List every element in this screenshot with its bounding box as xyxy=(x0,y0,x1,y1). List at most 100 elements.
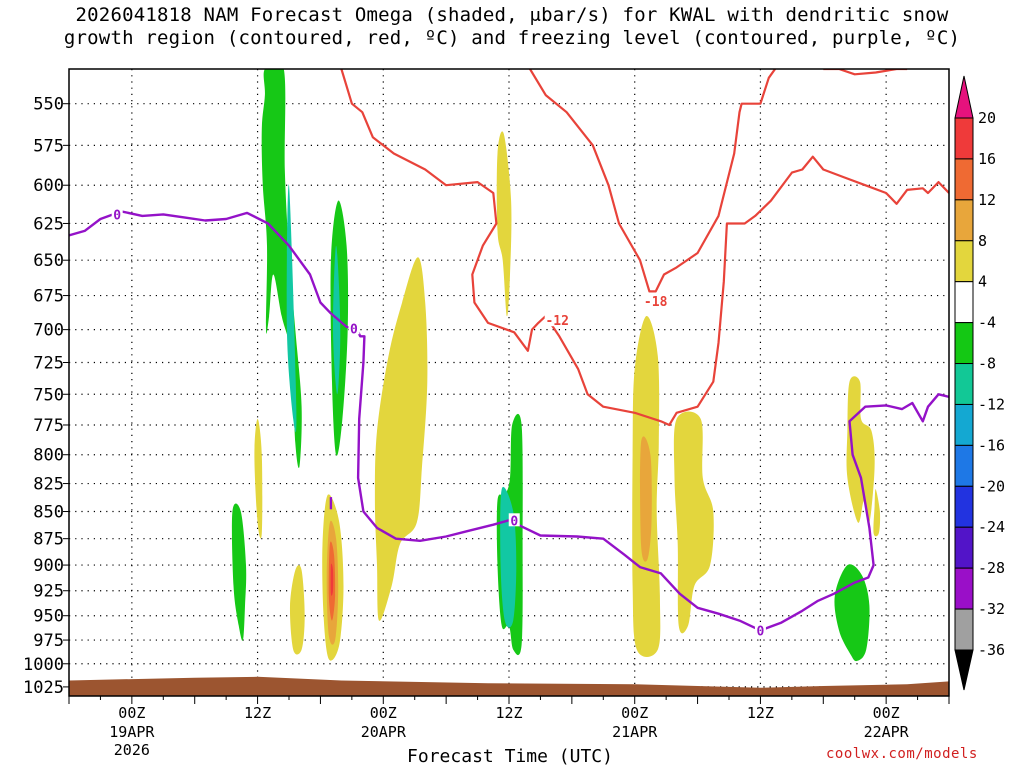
y-tick-label-575: 575 xyxy=(33,136,64,156)
title-line-1: 2026041818 NAM Forecast Omega (shaded, μ… xyxy=(75,4,949,26)
x-tick-label-78: 00Z xyxy=(873,704,900,722)
x-tick-label-30: 00Z xyxy=(370,704,397,722)
y-tick-label-750: 750 xyxy=(33,385,64,405)
y-tick-label-1000: 1000 xyxy=(23,655,64,675)
x-tick-label-18: 12Z xyxy=(244,704,271,722)
y-tick-label-850: 850 xyxy=(33,503,64,523)
y-tick-label-925: 925 xyxy=(33,582,64,602)
x-date-label-30: 20APR xyxy=(361,723,407,741)
contour-labels: -12 -18 0 0 0 0 xyxy=(111,207,766,639)
y-tick-label-950: 950 xyxy=(33,607,64,627)
colorbar-bin-9 xyxy=(954,485,974,528)
colorbar-bin-2 xyxy=(954,199,974,242)
omega-region-0 xyxy=(261,69,302,468)
colorbar-label-4: 4 xyxy=(978,273,987,291)
dgz-label-1-bg xyxy=(643,294,669,308)
colorbar-label-0: 20 xyxy=(978,109,996,127)
omega-region-11 xyxy=(846,376,875,524)
colorbar-bin-5 xyxy=(954,322,974,365)
freezing-label-2: 0 xyxy=(510,514,518,529)
y-tick-label-800: 800 xyxy=(33,446,64,466)
omega-region-10 xyxy=(673,411,714,634)
x-year-label-6: 2026 xyxy=(114,741,150,759)
colorbar-bin-3 xyxy=(954,240,974,283)
x-date-label-6: 19APR xyxy=(109,723,155,741)
y-tick-label-1025: 1025 xyxy=(23,678,64,698)
colorbar-bin-10 xyxy=(954,526,974,569)
omega-region-5 xyxy=(496,131,512,317)
y-tick-label-550: 550 xyxy=(33,95,64,115)
y-tick-label-975: 975 xyxy=(33,631,64,651)
omega-region-12 xyxy=(873,489,881,537)
terrain-surface xyxy=(69,676,949,696)
omega-region-20 xyxy=(330,563,334,596)
colorbar-bin-7 xyxy=(954,403,974,446)
colorbar-bin-12 xyxy=(954,608,974,651)
colorbar-label-13: -36 xyxy=(978,641,1005,659)
colorbar-top-arrow xyxy=(954,75,974,119)
colorbar-label-3: 8 xyxy=(978,232,987,250)
x-tick-label-42: 12Z xyxy=(495,704,522,722)
dgz-contour-0 xyxy=(340,69,949,427)
y-tick-label-725: 725 xyxy=(33,354,64,374)
colorbar-label-6: -8 xyxy=(978,355,996,373)
freezing-label-2-bg xyxy=(508,513,520,527)
freezing-label-0: 0 xyxy=(113,208,121,223)
colorbar-label-1: 16 xyxy=(978,150,996,168)
omega-region-3 xyxy=(332,245,341,395)
pressure-axis: 550 575 600 625 650 675 700 725 750 775 800 825 850 8… xyxy=(23,95,69,698)
x-date-label-54: 21APR xyxy=(612,723,658,741)
freezing-label-0-bg xyxy=(111,207,123,221)
temperature-contours xyxy=(69,69,949,632)
x-axis-title: Forecast Time (UTC) xyxy=(407,746,613,767)
y-tick-label-875: 875 xyxy=(33,530,64,550)
y-tick-label-650: 650 xyxy=(33,251,64,271)
dgz-label-0-bg xyxy=(544,313,570,327)
omega-region-9 xyxy=(640,436,652,562)
y-tick-label-675: 675 xyxy=(33,287,64,307)
colorbar-bottom-arrow xyxy=(954,649,974,691)
omega-region-14 xyxy=(231,503,247,641)
omega-shading xyxy=(231,69,881,662)
x-date-label-78: 22APR xyxy=(864,723,910,741)
y-tick-label-625: 625 xyxy=(33,214,64,234)
freezing-label-3-bg xyxy=(754,623,766,637)
colorbar-bin-1 xyxy=(954,158,974,201)
colorbar-label-9: -20 xyxy=(978,477,1005,495)
x-tick-label-66: 12Z xyxy=(747,704,774,722)
colorbar-bin-4 xyxy=(954,281,974,324)
y-tick-label-775: 775 xyxy=(33,416,64,436)
terrain-fill xyxy=(69,676,949,696)
chart-title: 2026041818 NAM Forecast Omega (shaded, μ… xyxy=(0,4,1024,50)
colorbar-label-5: -4 xyxy=(978,314,996,332)
x-tick-label-54: 00Z xyxy=(621,704,648,722)
title-line-2: growth region (contoured, red, ºC) and f… xyxy=(63,27,961,49)
freezing-label-1: 0 xyxy=(350,322,358,337)
x-tick-label-6: 00Z xyxy=(118,704,145,722)
y-tick-label-600: 600 xyxy=(33,176,64,196)
colorbar-bin-8 xyxy=(954,444,974,487)
dgz-contour-2 xyxy=(823,69,908,76)
dgz-label-0: -12 xyxy=(545,314,568,329)
colorbar-bin-11 xyxy=(954,567,974,610)
y-tick-label-700: 700 xyxy=(33,321,64,341)
omega-region-4 xyxy=(374,257,428,621)
colorbar-label-7: -12 xyxy=(978,395,1005,413)
y-tick-label-825: 825 xyxy=(33,475,64,495)
colorbar-bin-0 xyxy=(954,117,974,160)
omega-region-16 xyxy=(289,565,305,655)
colorbar: 20 16 12 8 4 -4 -8 -12 -16 -20 -24 -28 -32 -36 xyxy=(954,75,1005,691)
credit-text: coolwx.com/models xyxy=(826,746,978,762)
omega-region-1 xyxy=(286,184,297,433)
freezing-label-3: 0 xyxy=(757,624,765,639)
y-tick-label-900: 900 xyxy=(33,556,64,576)
colorbar-label-8: -16 xyxy=(978,436,1005,454)
freezing-contour-0 xyxy=(69,210,949,632)
dgz-label-1: -18 xyxy=(644,295,668,310)
colorbar-label-2: 12 xyxy=(978,191,996,209)
omega-region-15 xyxy=(254,418,263,539)
colorbar-label-12: -32 xyxy=(978,600,1005,618)
freezing-label-1-bg xyxy=(348,321,360,335)
